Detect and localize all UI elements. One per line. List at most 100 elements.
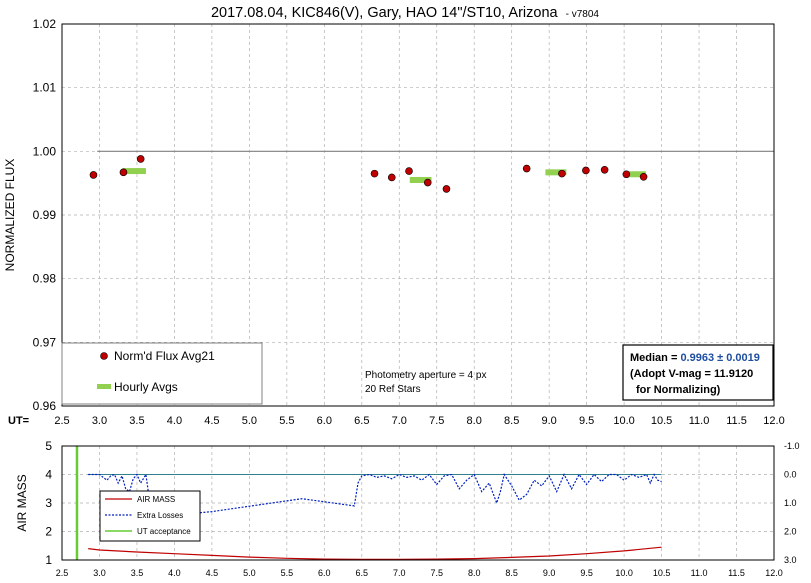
bottom-x-tick-2: 3.5	[131, 568, 144, 578]
chart-title-main: 2017.08.04, KIC846(V), Gary, HAO 14"/ST1…	[211, 5, 559, 21]
extra-losses-series-line	[88, 472, 662, 518]
top-x-tick-4: 4.5	[204, 415, 219, 427]
bottom-x-tick-0: 2.5	[56, 568, 69, 578]
aperture-annotation: Photometry aperture = 4 px	[365, 370, 486, 381]
airmass-series-line	[88, 546, 662, 561]
top-y-tick-6: 1.02	[33, 17, 57, 31]
top-x-tick-12: 8.5	[504, 415, 519, 427]
flux-point-10	[582, 166, 590, 175]
flux-point-5	[405, 167, 413, 175]
top-y-tick-4: 1.00	[33, 144, 57, 158]
legend-losses-label: Extra Losses	[137, 511, 183, 520]
bottom-x-tick-12: 8.5	[505, 568, 518, 578]
bottom-y-tick-1: 2	[45, 525, 52, 539]
flux-point-9	[558, 169, 566, 178]
flux-point-1	[119, 168, 128, 177]
top-x-tick-6: 5.5	[279, 415, 294, 427]
top-plot-frame	[61, 23, 775, 407]
bottom-x-tick-17: 11.0	[691, 568, 708, 578]
airmass-legend: AIR MASS Extra Losses UT acceptance	[99, 490, 201, 542]
hourly-avg-bar-1	[409, 176, 432, 183]
bottom-x-tick-9: 7.0	[393, 568, 406, 578]
flux-point-3	[370, 169, 379, 178]
bottom-y2-tick-labels: -1.0 0.0 1.0 2.0 3.0	[784, 441, 800, 565]
top-x-axis-label: UT=	[8, 415, 29, 427]
top-y-tick-1: 0.97	[33, 335, 57, 349]
top-x-tick-8: 6.5	[354, 415, 369, 427]
top-y-tick-2: 0.98	[33, 272, 57, 286]
top-y-tick-3: 0.99	[33, 208, 57, 222]
top-y-axis-label: NORMALIZED FLUX	[3, 159, 17, 272]
legend-flux-marker	[100, 352, 108, 360]
flux-point-0	[89, 171, 98, 179]
median-box-frame	[622, 344, 774, 401]
bottom-y-tick-0: 1	[45, 553, 52, 567]
top-x-tick-15: 10.0	[613, 415, 634, 427]
top-x-tick-16: 10.5	[651, 415, 672, 427]
bottom-x-tick-3: 4.0	[168, 568, 181, 578]
legend-hourly-label: Hourly Avgs	[114, 380, 178, 394]
bottom-x-tick-19: 12.0	[765, 568, 783, 578]
bottom-x-tick-6: 5.5	[281, 568, 294, 578]
flux-point-12	[622, 170, 631, 179]
bottom-y-tick-3: 4	[45, 468, 52, 482]
hourly-avg-bar-3	[625, 171, 646, 178]
hourly-avg-bar-0	[122, 168, 146, 175]
bottom-y2-tick-0: -1.0	[784, 441, 800, 451]
median-line-3: for Normalizing)	[636, 384, 721, 396]
top-y-tick-0: 0.96	[33, 399, 57, 413]
bottom-x-tick-labels: 2.5 3.0 3.5 4.0 4.5 5.0 5.5 6.0 6.5 7.0 7.5 8.0 8.5 9…	[56, 568, 783, 578]
bottom-x-tick-11: 8.0	[468, 568, 481, 578]
legend-airmass-label: AIR MASS	[137, 495, 175, 504]
bottom-x-tick-1: 3.0	[93, 568, 106, 578]
flux-point-6	[423, 178, 432, 187]
top-x-tick-19: 12.0	[763, 415, 784, 427]
bottom-y-tick-4: 5	[45, 439, 52, 453]
ref-stars-annotation: 20 Ref Stars	[365, 384, 421, 395]
hourly-avgs-series	[122, 168, 646, 183]
top-x-tick-13: 9.0	[542, 415, 557, 427]
flux-point-11	[600, 165, 609, 174]
bottom-x-tick-16: 10.5	[653, 568, 671, 578]
top-y-tick-5: 1.01	[33, 81, 57, 95]
bottom-y2-tick-4: 3.0	[784, 555, 797, 565]
bottom-x-tick-4: 4.5	[206, 568, 219, 578]
flux-point-4	[387, 173, 396, 182]
bottom-x-tick-15: 10.0	[615, 568, 633, 578]
top-x-tick-5: 5.0	[242, 415, 257, 427]
top-x-tick-3: 4.0	[167, 415, 182, 427]
bottom-y-tick-2: 3	[45, 496, 52, 510]
median-label: Median =	[630, 352, 680, 364]
top-x-tick-18: 11.5	[726, 415, 747, 427]
bottom-y2-tick-2: 1.0	[784, 498, 797, 508]
chart-title: 2017.08.04, KIC846(V), Gary, HAO 14"/ST1…	[211, 5, 599, 21]
top-y-tick-labels: 0.96 0.97 0.98 0.99 1.00 1.01 1.02	[33, 17, 57, 413]
median-box: Median = 0.9963 ± 0.0019 (Adopt V-mag = …	[622, 344, 774, 401]
top-x-tick-labels: 2.5 3.0 3.5 4.0 4.5 5.0 5.5 6.0 6.5 7.0 7.5 8.0 8.5 9…	[54, 415, 784, 427]
flux-series	[89, 155, 648, 193]
bottom-x-tick-7: 6.0	[318, 568, 331, 578]
top-x-tick-17: 11.0	[689, 415, 710, 427]
legend-flux-label: Norm'd Flux Avg21	[114, 349, 215, 363]
median-line-1: Median = 0.9963 ± 0.0019	[630, 352, 760, 364]
bottom-x-tick-14: 9.5	[580, 568, 593, 578]
legend-ut-label: UT acceptance	[137, 527, 191, 536]
hourly-avg-bar-2	[545, 169, 567, 176]
top-x-tick-7: 6.0	[317, 415, 332, 427]
legend-hourly-marker	[97, 384, 111, 389]
bottom-y-tick-labels: 1 2 3 4 5	[45, 439, 52, 567]
bottom-y2-tick-1: 0.0	[784, 470, 797, 480]
flux-point-2	[136, 155, 145, 163]
bottom-x-tick-5: 5.0	[243, 568, 256, 578]
bottom-x-tick-18: 11.5	[728, 568, 745, 578]
top-x-tick-1: 3.0	[92, 415, 107, 427]
median-value: 0.9963 ± 0.0019	[680, 352, 759, 364]
bottom-x-tick-8: 6.5	[356, 568, 369, 578]
bottom-x-tick-10: 7.5	[430, 568, 443, 578]
top-x-tick-10: 7.5	[429, 415, 444, 427]
flux-point-7	[442, 185, 451, 193]
top-x-tick-0: 2.5	[54, 415, 69, 427]
chart-title-suffix: - v7804	[566, 9, 600, 20]
bottom-y2-tick-3: 2.0	[784, 527, 797, 537]
